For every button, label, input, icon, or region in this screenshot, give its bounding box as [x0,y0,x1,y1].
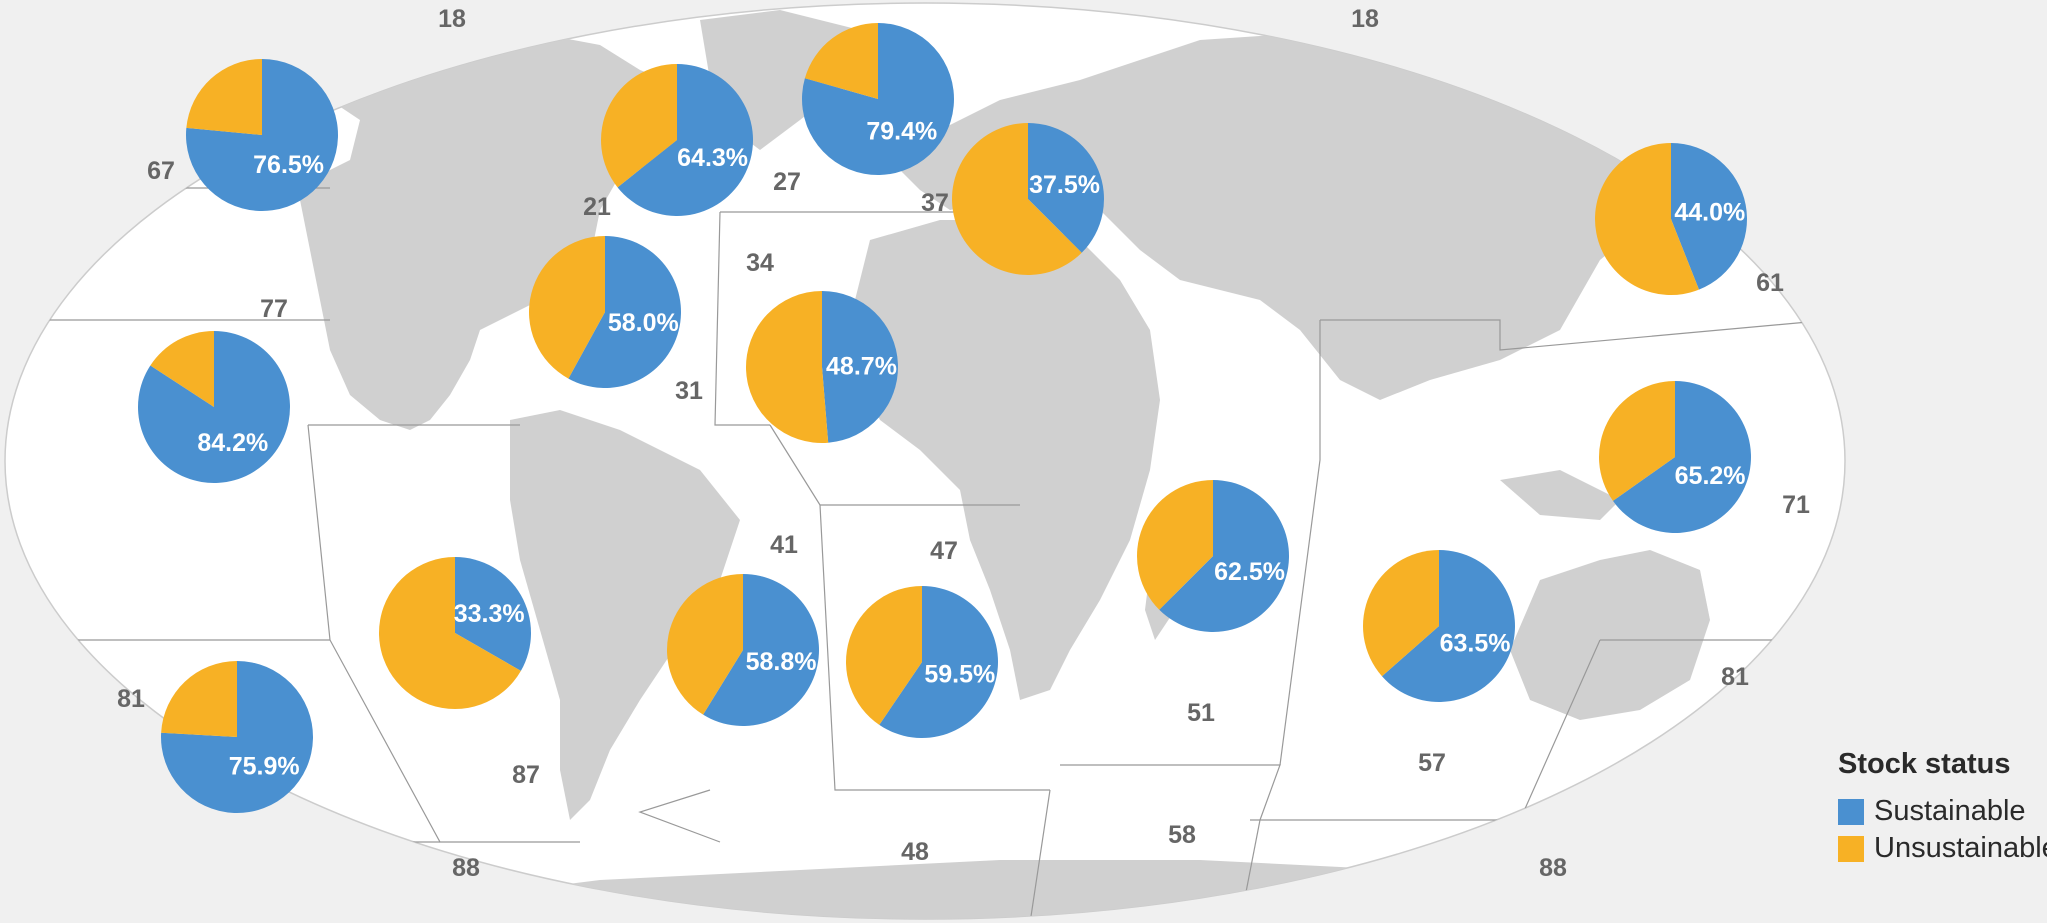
pie-chart: 58.8% [667,574,820,727]
fishing-area-label: 18 [1351,5,1379,33]
pie-chart: 37.5% [952,123,1104,275]
pie-slice-sustainable [879,586,999,738]
pie-slice-unsustainable [1595,143,1699,295]
fishing-area-label: 67 [147,157,175,185]
legend-item-unsustainable: Unsustainable [1838,832,2047,865]
legend-swatch-unsustainable [1838,835,1864,862]
pie-chart: 44.0% [1595,143,1747,295]
pie-chart: 58.0% [529,236,681,388]
fishing-area-label: 88 [1539,854,1567,882]
fishing-area-label: 51 [1187,699,1215,727]
legend-label-unsustainable: Unsustainable [1874,832,2047,864]
fishing-area-label: 48 [901,838,929,866]
legend-label-sustainable: Sustainable [1874,795,2026,827]
pie-slice-sustainable [822,291,899,443]
pie-data-label: 65.2% [1675,462,1746,490]
pie-chart: 84.2% [138,331,290,484]
pie-slice-sustainable [1159,480,1289,633]
pie-chart: 79.4% [802,23,955,175]
pie-slice-unsustainable [804,23,878,99]
pie-data-label: 75.9% [229,753,300,781]
fishing-area-label: 31 [675,377,703,405]
pie-slice-unsustainable [600,63,677,188]
pie-chart: 64.3% [600,63,753,217]
pie-chart: 76.5% [186,59,338,211]
pie-data-label: 63.5% [1440,629,1511,657]
pie-slice-sustainable [703,574,820,727]
fishing-area-label: 77 [260,295,288,323]
pie-chart: 65.2% [1599,381,1751,533]
pie-slice-unsustainable [150,331,214,407]
fishing-area-label: 61 [1756,269,1784,297]
pie-data-label: 37.5% [1029,171,1100,199]
pie-slice-sustainable [568,236,681,388]
fishing-area-label: 21 [583,193,611,221]
pie-data-label: 48.7% [826,352,897,380]
pie-slice-unsustainable [1362,550,1439,677]
fishing-area-label: 57 [1418,749,1446,777]
pie-slice-sustainable [1671,143,1747,290]
pie-slice-sustainable [1028,123,1104,253]
legend-title: Stock status [1838,748,2011,780]
legend: Stock status Sustainable Unsustainable [1838,748,2047,869]
pie-data-label: 58.8% [746,648,817,676]
pie-chart: 48.7% [746,291,899,443]
pie-slice-sustainable [617,64,753,217]
fishing-area-label: 18 [438,5,466,33]
pie-slice-unsustainable [529,236,605,379]
pie-slice-unsustainable [1137,480,1213,610]
pie-charts: 76.5% 64.3% 79.4% 37.5% 44.0% 58.0% 48.7% 84.2%… [138,23,1751,813]
pie-chart: 63.5% [1362,550,1515,703]
fishing-area-label: 87 [512,761,540,789]
legend-item-sustainable: Sustainable [1838,795,2047,828]
pie-slice-unsustainable [161,661,237,737]
pie-data-label: 44.0% [1674,199,1745,227]
pie-chart: 62.5% [1137,480,1289,633]
pie-data-label: 59.5% [924,661,995,689]
fishing-area-label: 58 [1168,821,1196,849]
fishing-area-label: 27 [773,168,801,196]
pie-slice-unsustainable [667,574,743,715]
pie-data-label: 62.5% [1214,558,1285,586]
pie-chart: 75.9% [160,661,313,813]
fishing-area-label: 41 [770,531,798,559]
legend-swatch-sustainable [1838,798,1864,825]
pie-slice-sustainable [1381,550,1515,703]
pie-slice-unsustainable [378,557,521,710]
pie-chart: 33.3% [378,557,531,710]
fishing-area-label: 71 [1782,491,1810,519]
pie-slice-sustainable [455,557,531,671]
pie-data-label: 76.5% [253,151,324,179]
pie-slice-unsustainable [1599,381,1675,501]
fishing-area-label: 88 [452,854,480,882]
pie-slice-unsustainable [746,291,829,443]
fishing-area-label: 34 [746,249,774,277]
pie-data-label: 84.2% [197,429,268,457]
fishing-area-label: 81 [117,685,145,713]
pie-slice-unsustainable [846,586,922,725]
pie-slice-unsustainable [186,59,262,135]
pie-chart: 59.5% [846,586,999,738]
pie-slice-sustainable [1612,381,1751,533]
fishing-area-boundaries [20,187,1831,919]
pie-data-label: 64.3% [677,144,748,172]
pie-data-label: 33.3% [454,600,525,628]
fishing-area-labels: 18 18 67 21 27 37 61 77 34 31 41 47 71 81 51 57 87 58 48 88… [117,5,1810,882]
pie-data-label: 58.0% [608,309,679,337]
pie-data-label: 79.4% [866,118,937,146]
fishing-area-label: 81 [1721,663,1749,691]
fishing-area-label: 47 [930,537,958,565]
pie-slice-unsustainable [952,123,1082,275]
pie-slice-sustainable [802,23,955,175]
fishing-area-label: 37 [921,189,949,217]
